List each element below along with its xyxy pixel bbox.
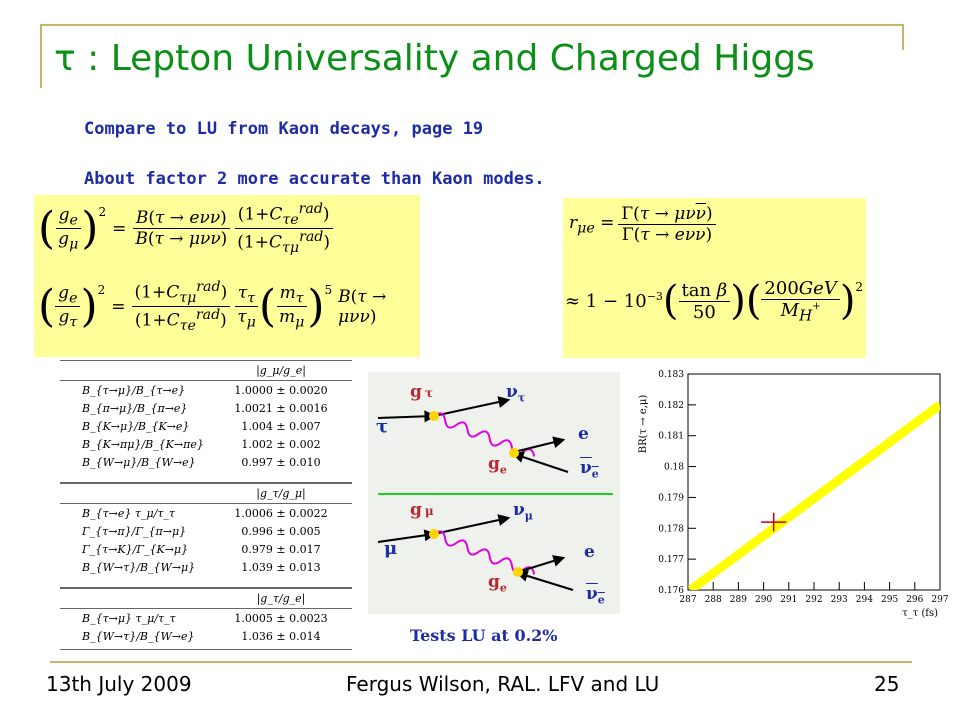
equation-box-right: rμe = Γ(τ → μνν) Γ(τ → eνν) ≈ 1 − 10−3 ( … xyxy=(563,198,866,358)
label-nubar-e-top: νe xyxy=(580,458,599,481)
bullet-compare: Compare to LU from Kaon decays, page 19 xyxy=(84,119,484,139)
equation-r-mu-e: rμe = Γ(τ → μνν) Γ(τ → eνν) xyxy=(569,204,716,245)
label-mu-in: μ xyxy=(384,538,398,559)
y-axis-label: BR(τ → e,μ) xyxy=(638,395,649,454)
table-row: B_{W→τ}/B_{W→μ} 1.039 ± 0.013 xyxy=(60,558,352,576)
series-line xyxy=(688,401,940,590)
table-cell-value: 1.0006 ± 0.0022 xyxy=(234,506,328,520)
bullet-accuracy: About factor 2 more accurate than Kaon m… xyxy=(84,169,545,189)
table-cell-value: 1.0000 ± 0.0020 xyxy=(234,383,328,397)
table-row: B_{π→μ}/B_{π→e} 1.0021 ± 0.0016 xyxy=(60,399,352,417)
table-cell-value: 1.0005 ± 0.0023 xyxy=(234,611,328,625)
table-row: B_{K→μ}/B_{K→e} 1.004 ± 0.007 xyxy=(60,417,352,435)
table-cell-ratio: B_{τ→μ}/B_{τ→e} xyxy=(82,383,186,397)
table-cell-value: 0.979 ± 0.017 xyxy=(241,542,321,556)
table-cell-ratio: B_{W→τ}/B_{W→μ} xyxy=(82,560,196,574)
x-tick-label: 291 xyxy=(780,595,797,605)
vertex-bottom-left xyxy=(429,529,439,539)
y-tick-label: 0.178 xyxy=(658,524,684,534)
table-row: B_{K→πμ}/B_{K→πe} 1.002 ± 0.002 xyxy=(60,435,352,453)
y-tick-label: 0.179 xyxy=(658,493,684,503)
table-row: B_{W→τ}/B_{W→e} 1.036 ± 0.014 xyxy=(60,627,352,645)
x-tick-label: 295 xyxy=(881,595,898,605)
table-cell-ratio: B_{W→μ}/B_{W→e} xyxy=(82,455,196,469)
x-tick-label: 287 xyxy=(679,595,696,605)
table-cell-value: 1.0021 ± 0.0016 xyxy=(234,401,328,415)
label-electron-bottom: e xyxy=(584,542,595,562)
equation-ge-gtau: ( ge gτ ) 2 = (1+Cτμrad) (1+Cτerad) ττ τμ ( … xyxy=(38,279,387,335)
table-header-gmu-ge: |g_μ/g_e| xyxy=(60,360,352,381)
frame-top-rule xyxy=(40,24,904,26)
label-nu-tau: ντ xyxy=(506,382,526,405)
table-bottom-rule xyxy=(60,649,352,650)
plot-frame xyxy=(687,373,941,591)
table-row: Γ_{τ→π}/Γ_{π→μ} 0.996 ± 0.005 xyxy=(60,522,352,540)
br-vs-lifetime-chart: 0.176 0.177 0.178 0.179 0.18 0.181 0.182 0.183 2… xyxy=(638,370,949,619)
equation-ge-gmu: ( ge gμ ) 2 = B(τ → eνν) B(τ → μνν) (1+Cτer… xyxy=(38,201,333,256)
y-tick-label: 0.176 xyxy=(658,586,684,596)
vertex-top-left xyxy=(429,411,439,421)
table-header-gtau-gmu: |g_τ/g_μ| xyxy=(60,483,352,504)
x-tick-label: 296 xyxy=(906,595,923,605)
table-cell-value: 1.036 ± 0.014 xyxy=(241,629,321,643)
table-row: Γ_{τ→K}/Γ_{K→μ} 0.979 ± 0.017 xyxy=(60,540,352,558)
x-tick-label: 289 xyxy=(730,595,747,605)
table-cell-value: 1.002 ± 0.002 xyxy=(241,437,321,451)
table-cell-ratio: B_{W→τ}/B_{W→e} xyxy=(82,629,195,643)
label-nubar-e-bottom: νe xyxy=(586,584,605,607)
vertex-top-right xyxy=(509,448,519,458)
table-cell-value: 1.039 ± 0.013 xyxy=(241,560,321,574)
table-separator xyxy=(60,471,352,483)
table-cell-ratio: B_{π→μ}/B_{π→e} xyxy=(82,401,188,415)
vertex-bottom-right xyxy=(513,567,523,577)
label-g-e-bottom: ge xyxy=(488,572,507,595)
table-separator xyxy=(60,576,352,588)
y-tick-label: 0.182 xyxy=(658,401,684,411)
equation-box-left: ( ge gμ ) 2 = B(τ → eνν) B(τ → μνν) (1+Cτer… xyxy=(34,195,420,357)
x-tick-label: 294 xyxy=(856,595,873,605)
y-tick-label: 0.181 xyxy=(658,432,684,442)
label-tau-in: τ xyxy=(376,416,389,437)
x-tick-label: 288 xyxy=(705,595,722,605)
table-row: B_{W→μ}/B_{W→e} 0.997 ± 0.010 xyxy=(60,453,352,471)
table-row: B_{τ→μ} τ_μ/τ_τ 1.0005 ± 0.0023 xyxy=(60,609,352,627)
frame-right-rule xyxy=(902,24,904,50)
tests-lu-label: Tests LU at 0.2% xyxy=(410,626,558,645)
label-nu-mu: νμ xyxy=(513,500,533,523)
y-tick-label: 0.183 xyxy=(658,370,684,380)
x-axis-label: τ_τ (fs) xyxy=(902,608,938,619)
frame-left-rule xyxy=(40,24,42,88)
footer-date: 13th July 2009 xyxy=(46,672,192,696)
x-tick-label: 297 xyxy=(931,595,948,605)
table-cell-ratio: B_{K→πμ}/B_{K→πe} xyxy=(82,437,204,451)
equation-charged-higgs: ≈ 1 − 10−3 ( tan β 50 ) ( 200GeV MH+ ) 2 xyxy=(565,278,864,325)
table-cell-value: 0.996 ± 0.005 xyxy=(241,524,321,538)
table-row: B_{τ→μ}/B_{τ→e} 1.0000 ± 0.0020 xyxy=(60,381,352,399)
table-cell-value: 1.004 ± 0.007 xyxy=(241,419,321,433)
table-cell-value: 0.997 ± 0.010 xyxy=(241,455,321,469)
table-cell-ratio: B_{τ→μ} τ_μ/τ_τ xyxy=(82,611,176,625)
x-tick-label: 290 xyxy=(755,595,772,605)
y-tick-label: 0.18 xyxy=(664,463,684,473)
feynman-diagrams xyxy=(377,396,613,591)
slide-title: τ : Lepton Universality and Charged Higg… xyxy=(54,38,815,79)
table-header-gtau-ge: |g_τ/g_e| xyxy=(60,588,352,609)
x-tick-label: 292 xyxy=(805,595,822,605)
table-cell-ratio: B_{τ→e} τ_μ/τ_τ xyxy=(82,506,176,520)
y-tick-label: 0.177 xyxy=(658,555,684,565)
footer-author: Fergus Wilson, RAL. LFV and LU xyxy=(346,672,660,696)
label-electron-top: e xyxy=(578,424,589,444)
page-number: 25 xyxy=(874,672,900,696)
label-g-e-top: ge xyxy=(488,454,507,477)
frame-bottom-rule xyxy=(50,661,912,663)
table-cell-ratio: Γ_{τ→K}/Γ_{K→μ} xyxy=(82,542,189,556)
table-row: B_{τ→e} τ_μ/τ_τ 1.0006 ± 0.0022 xyxy=(60,504,352,522)
table-cell-ratio: B_{K→μ}/B_{K→e} xyxy=(82,419,190,433)
coupling-ratio-table: |g_μ/g_e| B_{τ→μ}/B_{τ→e} 1.0000 ± 0.0020… xyxy=(60,360,352,650)
table-cell-ratio: Γ_{τ→π}/Γ_{π→μ} xyxy=(82,524,187,538)
x-tick-label: 293 xyxy=(831,595,848,605)
